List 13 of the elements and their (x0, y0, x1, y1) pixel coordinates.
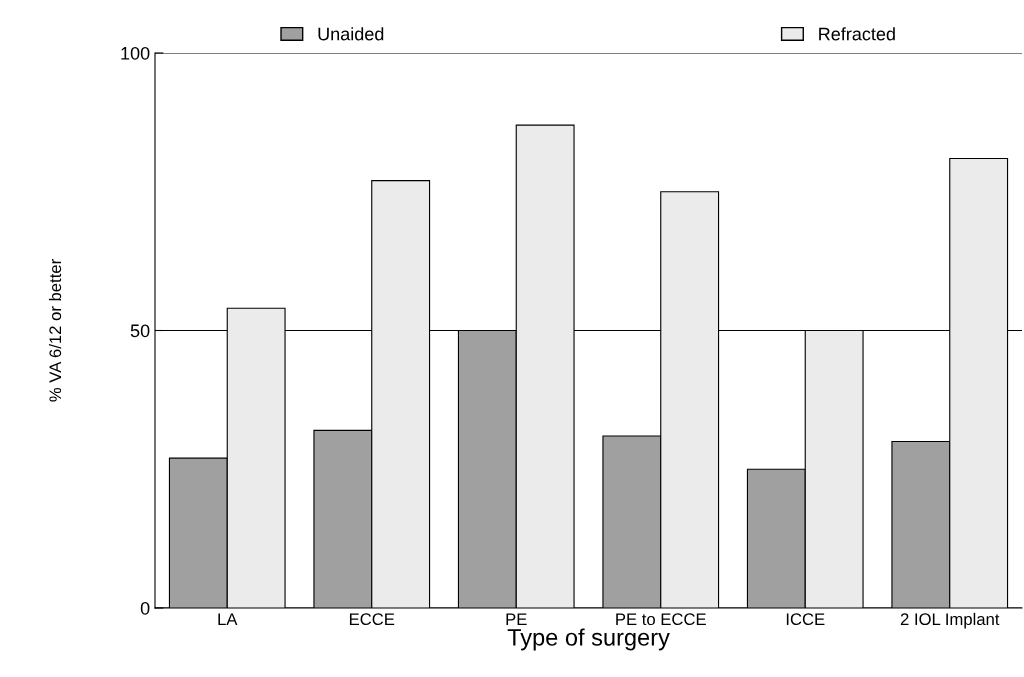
y-tick-label: 50 (130, 324, 150, 338)
x-tick-label: ECCE (349, 613, 395, 626)
legend-label: Refracted (819, 27, 895, 41)
x-tick-label: 2 IOL Implant (900, 612, 1000, 629)
y-tick-label: 100 (121, 46, 150, 60)
x-tick-label: ICCE (786, 613, 825, 626)
y-tick-label: 0 (140, 601, 150, 615)
x-tick-label: PE (506, 613, 527, 625)
legend-label: Unaided (318, 27, 384, 41)
x-tick-label: LA (218, 613, 238, 625)
x-tick-label: PE to ECCE (616, 613, 706, 626)
x-axis-title: Type of surgery (507, 628, 670, 651)
y-axis-title: % VA 6/12 or better (48, 259, 62, 402)
